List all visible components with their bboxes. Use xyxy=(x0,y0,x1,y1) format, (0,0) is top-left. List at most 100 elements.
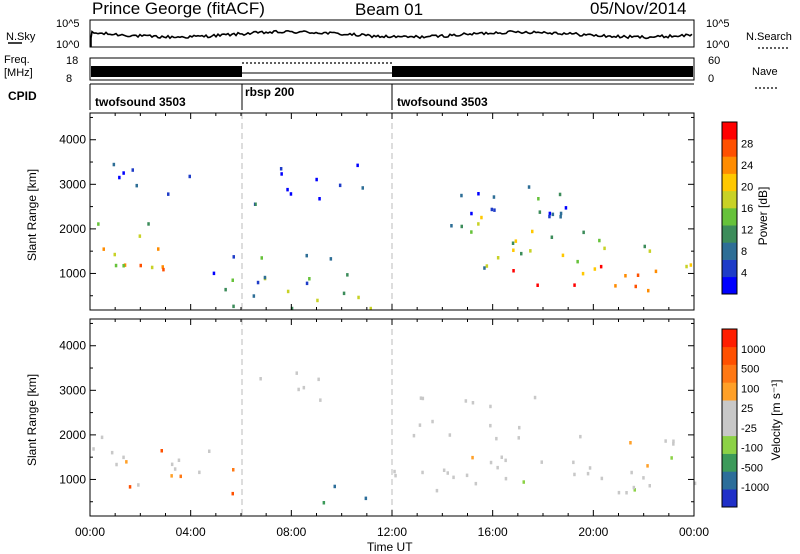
scatter-cell xyxy=(252,294,256,298)
cpid-label: CPID xyxy=(8,89,37,103)
scatter-cell xyxy=(232,255,235,259)
y-tick-label: 1000 xyxy=(59,472,86,486)
nave-tick-low: 0 xyxy=(708,73,714,85)
scatter-cell xyxy=(540,460,543,464)
scatter-cell xyxy=(448,433,452,437)
colorbar-tick-label: 100 xyxy=(741,383,759,395)
scatter-cell xyxy=(582,230,585,235)
scatter-cell xyxy=(256,280,260,285)
scatter-cell xyxy=(489,404,492,409)
scatter-cell xyxy=(483,266,486,270)
scatter-cell xyxy=(504,458,507,463)
scatter-cell xyxy=(500,455,503,459)
y-tick-label: 2000 xyxy=(59,428,86,442)
colorbar-block xyxy=(722,259,737,278)
y-tick-label: 2000 xyxy=(59,222,86,236)
x-tick-label: 12:00 xyxy=(377,525,407,539)
freq-unit-label: [MHz] xyxy=(4,67,33,79)
colorbar-tick-label: 1000 xyxy=(741,344,765,356)
scatter-cell xyxy=(114,263,118,268)
scatter-cell xyxy=(412,433,416,438)
scatter-cell xyxy=(305,253,308,258)
noise-sky-line xyxy=(90,29,693,47)
scatter-cell xyxy=(128,485,132,489)
scatter-cell xyxy=(489,460,493,465)
scatter-cell xyxy=(139,263,142,268)
scatter-cell xyxy=(357,295,360,300)
scatter-cell xyxy=(464,399,468,403)
x-tick-label: 00:00 xyxy=(75,525,105,539)
scatter-cell xyxy=(263,275,267,280)
scatter-cell xyxy=(170,474,173,478)
scatter-cell xyxy=(113,252,116,257)
colorbar-block xyxy=(722,400,737,419)
scatter-cell xyxy=(624,274,627,278)
scatter-cell xyxy=(162,267,165,272)
scatter-cell xyxy=(496,256,500,260)
scatter-cell xyxy=(477,192,480,196)
scatter-cell xyxy=(493,208,496,212)
beam-label: Beam 01 xyxy=(355,0,423,19)
scatter-cell xyxy=(442,468,446,472)
scatter-cell xyxy=(356,163,359,168)
scatter-cell xyxy=(576,259,579,264)
scatter-cell xyxy=(599,264,603,269)
velocity-colorbar: 1000 500 100 25 -25 -100 -500 -1000 Velocity [m… xyxy=(721,328,783,508)
scatter-cell xyxy=(421,396,425,401)
colorbar-block xyxy=(722,471,737,490)
x-tick-label: 16:00 xyxy=(478,525,508,539)
scatter-cell xyxy=(632,485,636,490)
time-axis-labels: 00:00 04:00 08:00 12:00 16:00 20:00 00:00 xyxy=(75,525,709,539)
scatter-cell xyxy=(232,468,235,472)
scatter-cell xyxy=(302,385,306,390)
scatter-cell xyxy=(537,197,540,201)
scatter-cell xyxy=(435,488,439,493)
scatter-cell xyxy=(558,192,562,197)
scatter-cell xyxy=(672,439,675,443)
scatter-cell xyxy=(471,455,474,460)
colorbar-block xyxy=(722,276,737,295)
colorbar-tick-label: -25 xyxy=(741,423,757,435)
station-title: Prince George (fitACF) xyxy=(92,0,265,18)
scatter-cell xyxy=(160,449,163,453)
scatter-cell xyxy=(617,490,621,495)
colorbar-tick-label: -1000 xyxy=(741,482,769,494)
scatter-cell xyxy=(593,267,597,271)
scatter-cell xyxy=(648,249,652,253)
noise-sky-trace xyxy=(90,29,693,47)
scatter-cell xyxy=(231,278,234,282)
scatter-cell xyxy=(161,265,164,269)
velocity-colorbar-ticks: 1000 500 100 25 -25 -100 -500 -1000 xyxy=(741,344,769,494)
scatter-cell xyxy=(689,263,693,267)
scatter-cell xyxy=(92,447,95,451)
scatter-cell xyxy=(232,304,235,309)
scatter-cell xyxy=(279,167,283,171)
scatter-cell xyxy=(600,476,604,481)
scatter-cell xyxy=(643,244,646,249)
colorbar-tick-label: 28 xyxy=(741,139,753,151)
scatter-cell xyxy=(465,473,469,478)
velocity-y-axis: 1000 2000 3000 4000 xyxy=(59,322,694,503)
colorbar-block xyxy=(722,435,737,454)
y-tick-label: 4000 xyxy=(59,133,86,147)
y-tick-label: 4000 xyxy=(59,339,86,353)
scatter-cell xyxy=(421,470,424,475)
scatter-cell xyxy=(538,210,542,214)
scatter-cell xyxy=(123,263,127,267)
velocity-x-ticks xyxy=(89,319,695,516)
velocity-colorbar-blocks xyxy=(722,329,737,508)
scatter-cell xyxy=(489,423,492,428)
scatter-cell xyxy=(633,488,636,492)
colorbar-tick-label: 8 xyxy=(741,246,747,258)
scatter-cell xyxy=(495,436,498,441)
power-colorbar: 28 24 20 16 12 8 4 Power [dB] xyxy=(721,121,770,295)
scatter-cell xyxy=(514,239,518,243)
scatter-cell xyxy=(470,211,473,216)
scatter-cell xyxy=(581,271,585,276)
velocity-y-axis-label: Slant Range [km] xyxy=(25,374,39,466)
scatter-cell xyxy=(97,222,100,226)
freq-band-1 xyxy=(91,66,242,77)
scatter-cell xyxy=(485,264,489,268)
freq-band-3 xyxy=(392,66,693,77)
